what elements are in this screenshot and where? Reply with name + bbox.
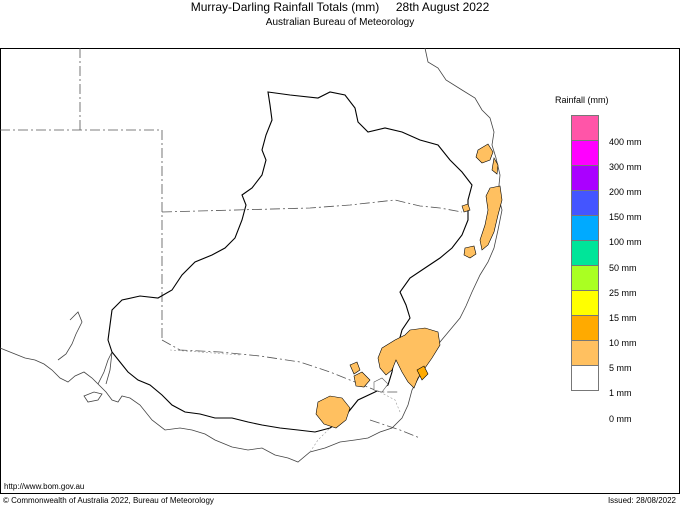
rain-area-coast-small-2	[463, 245, 477, 259]
copyright-notice: © Commonwealth of Australia 2022, Bureau…	[3, 496, 214, 505]
legend-label-25: 25 mm	[609, 288, 637, 298]
basin-boundary	[107, 91, 473, 433]
rain-area-victoria	[315, 395, 351, 429]
rainfall-5mm-areas	[416, 365, 429, 381]
rain-area-south-coast	[377, 327, 441, 389]
legend-label-400: 400 mm	[609, 137, 642, 147]
map-subtitle: Australian Bureau of Meteorology	[265, 17, 415, 28]
legend-swatch-25	[571, 266, 599, 291]
legend-label-15: 15 mm	[609, 313, 637, 323]
legend-swatch-100	[571, 216, 599, 241]
legend-label-5: 5 mm	[609, 363, 632, 373]
rain-area-5mm-1	[416, 365, 429, 381]
legend-label-1: 1 mm	[609, 388, 632, 398]
legend-swatches	[571, 115, 599, 391]
map-title: Murray-Darling Rainfall Totals (mm) 28th…	[190, 0, 490, 14]
rain-area-coast-small-1	[461, 203, 471, 213]
rain-area-coast-small-4	[353, 371, 371, 388]
legend-swatch-15	[571, 291, 599, 316]
legend-label-100: 100 mm	[609, 237, 642, 247]
eyre-peninsula-coast	[57, 311, 83, 361]
border-vic-nsw-coast	[369, 419, 421, 439]
legend-swatch-1	[571, 366, 599, 391]
legend-swatch-5	[571, 341, 599, 366]
issued-date: Issued: 28/08/2022	[607, 496, 676, 505]
rain-area-coast-small-3	[349, 361, 361, 375]
legend-title: Rainfall (mm)	[555, 95, 609, 105]
legend-label-10: 10 mm	[609, 338, 637, 348]
legend-swatch-50	[571, 241, 599, 266]
source-url[interactable]: http://www.bom.gov.au	[4, 482, 85, 491]
legend-label-150: 150 mm	[609, 212, 642, 222]
rain-area-mid-north-coast	[479, 185, 503, 251]
border-nsw-vic	[161, 339, 400, 393]
lake	[373, 377, 389, 393]
kangaroo-island	[83, 391, 103, 403]
state-borders	[0, 48, 463, 439]
legend-label-300: 300 mm	[609, 162, 642, 172]
reference-lines	[169, 349, 401, 453]
legend-swatch-200	[571, 166, 599, 191]
rainfall-1mm-areas	[315, 143, 503, 429]
rain-area-north-coast-1	[475, 143, 494, 164]
gulf-st-vincent-coast	[97, 351, 113, 385]
legend-swatch-400	[571, 115, 599, 141]
rainfall-map	[0, 48, 680, 494]
rain-area-north-coast-2	[491, 157, 499, 175]
legend-swatch-150	[571, 191, 599, 216]
legend-swatch-10	[571, 316, 599, 341]
legend-label-200: 200 mm	[609, 187, 642, 197]
legend-swatch-300	[571, 141, 599, 166]
legend-label-50: 50 mm	[609, 263, 637, 273]
legend-label-0: 0 mm	[609, 414, 632, 424]
coastline	[0, 48, 503, 463]
border-nsw-qld	[161, 199, 463, 213]
